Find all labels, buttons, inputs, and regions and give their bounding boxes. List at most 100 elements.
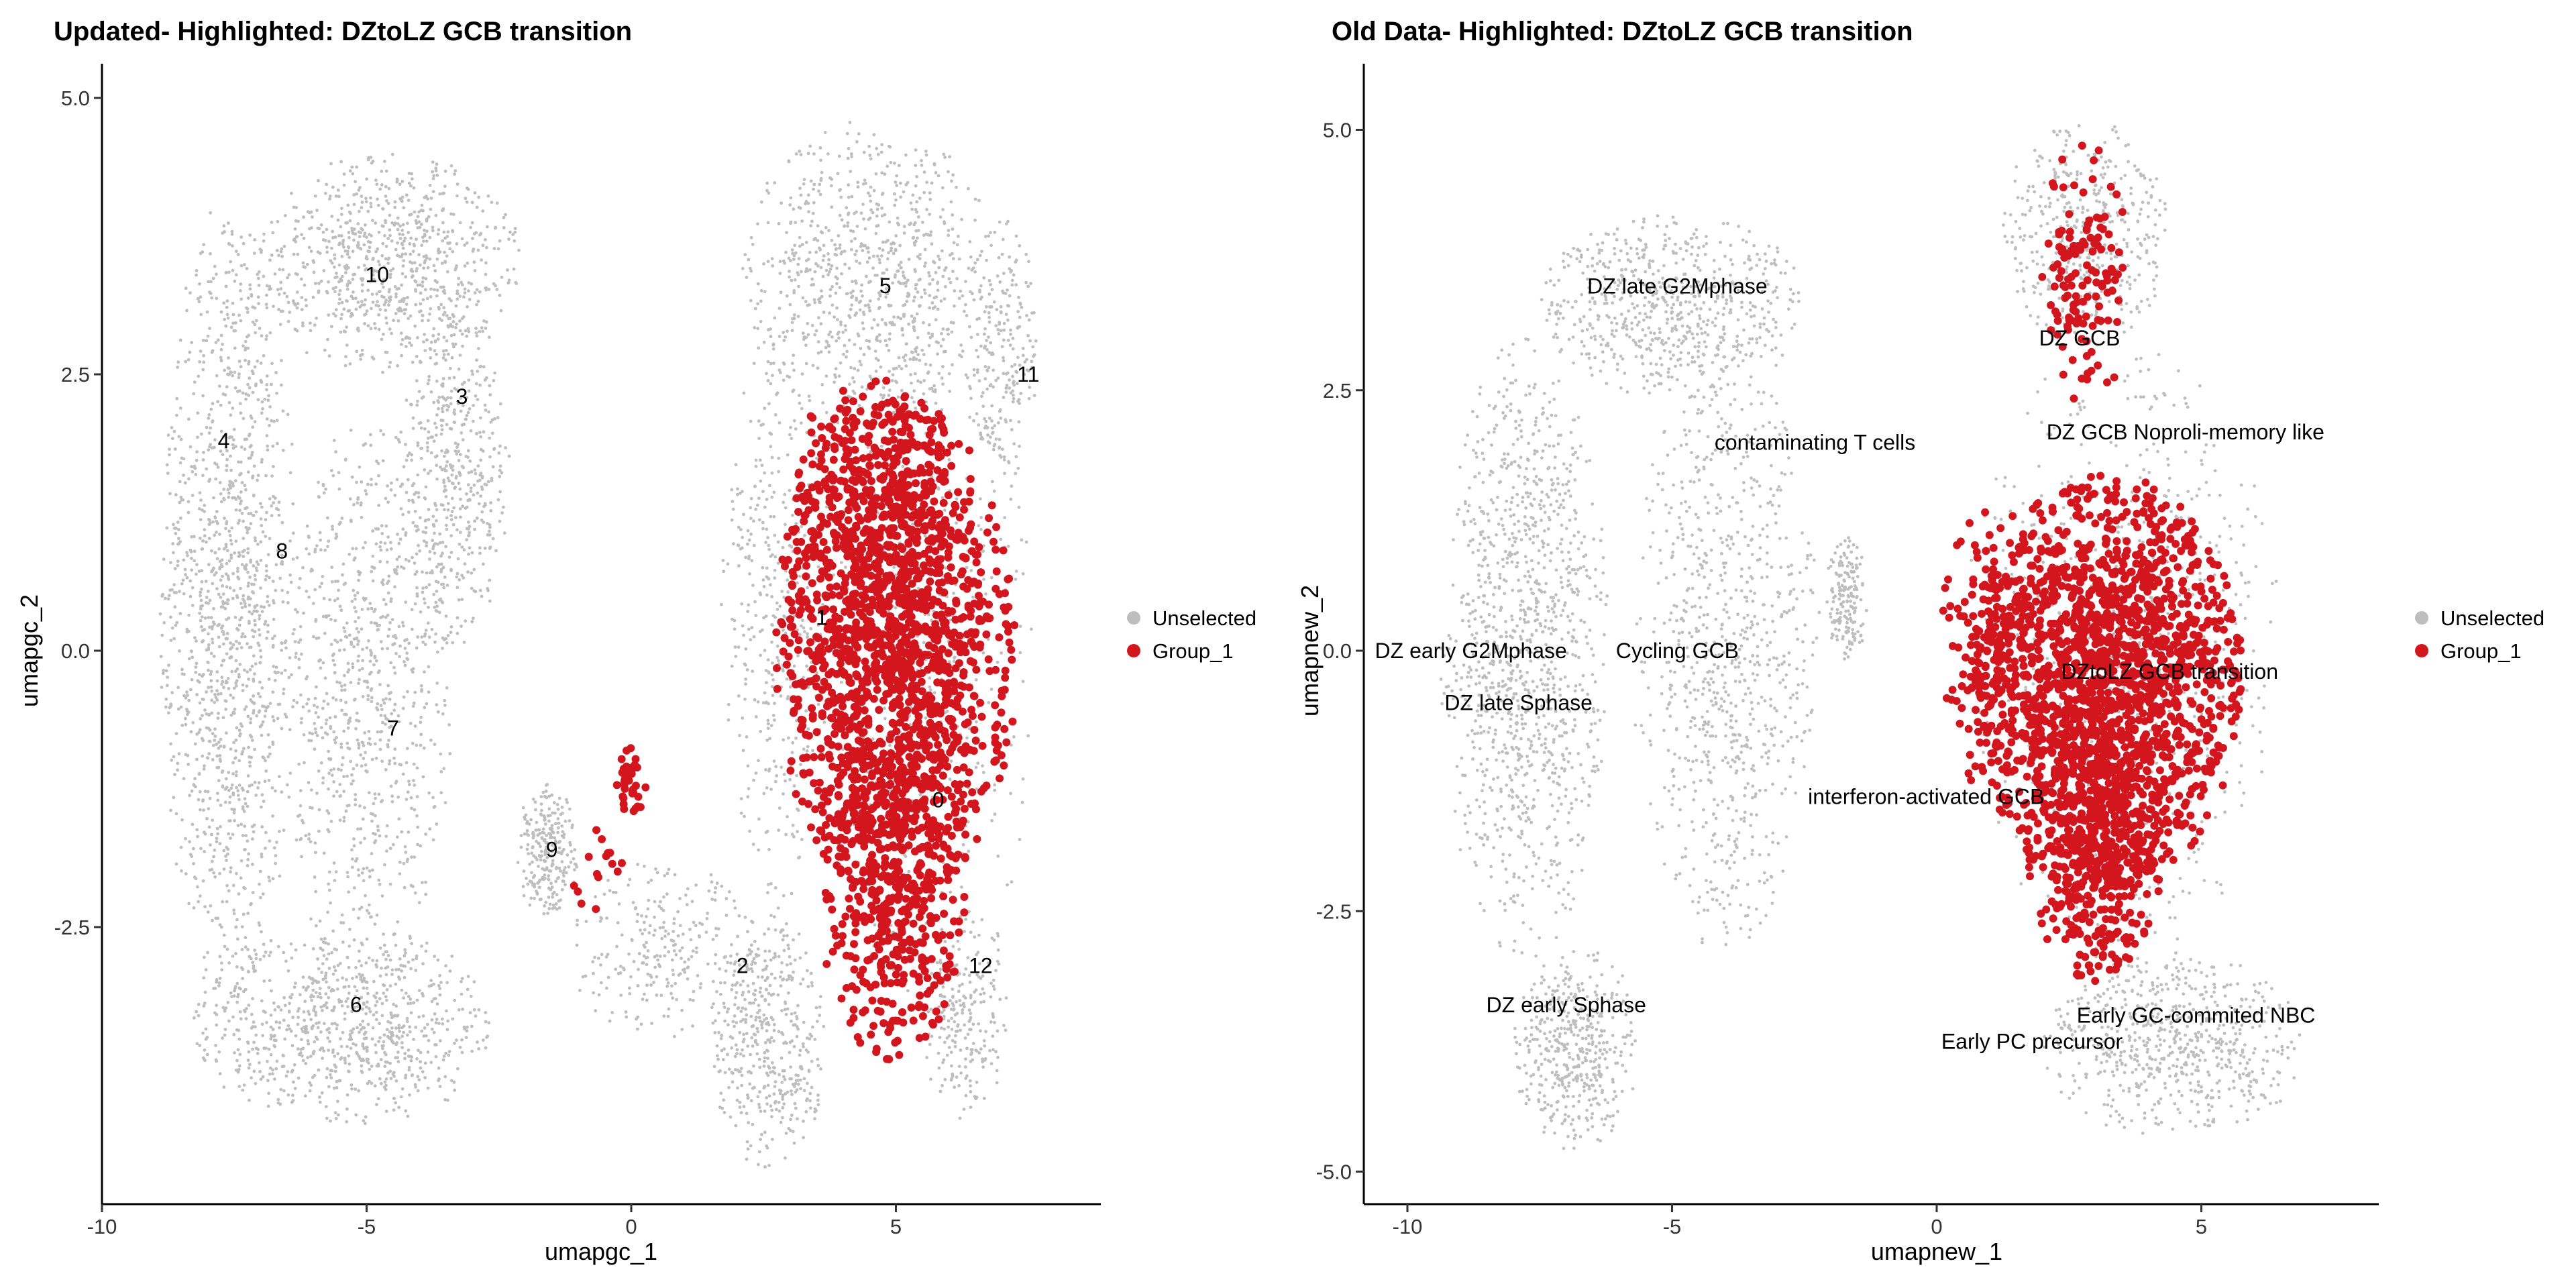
unselected-point bbox=[237, 551, 241, 555]
unselected-point bbox=[346, 875, 350, 879]
unselected-point bbox=[313, 696, 317, 700]
unselected-point bbox=[193, 777, 197, 781]
unselected-point bbox=[249, 414, 253, 418]
unselected-point bbox=[270, 989, 273, 993]
unselected-point bbox=[438, 532, 442, 536]
unselected-point bbox=[765, 1029, 769, 1032]
unselected-point bbox=[271, 690, 275, 694]
unselected-point bbox=[433, 955, 436, 959]
unselected-point bbox=[397, 1106, 401, 1110]
unselected-point bbox=[177, 528, 180, 531]
unselected-point bbox=[429, 307, 433, 311]
unselected-point bbox=[799, 1087, 802, 1091]
unselected-point bbox=[431, 229, 435, 233]
unselected-point bbox=[489, 509, 493, 513]
unselected-point bbox=[404, 336, 408, 340]
unselected-point bbox=[388, 233, 392, 237]
unselected-point bbox=[161, 592, 165, 596]
unselected-point bbox=[365, 1049, 369, 1053]
unselected-point bbox=[189, 594, 193, 598]
unselected-point bbox=[193, 549, 197, 553]
unselected-point bbox=[534, 828, 538, 832]
unselected-point bbox=[345, 978, 348, 981]
unselected-point bbox=[334, 1117, 338, 1120]
unselected-point bbox=[403, 663, 407, 667]
unselected-point bbox=[345, 712, 348, 716]
unselected-point bbox=[224, 527, 227, 531]
unselected-point bbox=[381, 582, 385, 586]
unselected-point bbox=[237, 1085, 241, 1088]
unselected-point bbox=[215, 754, 219, 758]
unselected-point bbox=[790, 1089, 793, 1093]
unselected-point bbox=[400, 1046, 404, 1049]
unselected-point bbox=[388, 1021, 392, 1025]
unselected-point bbox=[248, 376, 252, 380]
unselected-point bbox=[267, 875, 271, 879]
unselected-point bbox=[280, 641, 284, 645]
unselected-point bbox=[358, 972, 362, 976]
unselected-point bbox=[317, 282, 321, 285]
unselected-point bbox=[442, 353, 446, 357]
unselected-point bbox=[431, 225, 435, 229]
unselected-point bbox=[420, 945, 423, 948]
unselected-point bbox=[333, 253, 337, 257]
unselected-point bbox=[309, 788, 313, 792]
unselected-point bbox=[337, 588, 340, 592]
unselected-point bbox=[478, 329, 482, 333]
unselected-point bbox=[334, 532, 338, 536]
unselected-point bbox=[445, 254, 449, 258]
unselected-point bbox=[220, 682, 223, 686]
unselected-point bbox=[288, 1002, 291, 1006]
unselected-point bbox=[751, 969, 754, 973]
unselected-point bbox=[394, 295, 398, 299]
unselected-point bbox=[212, 496, 215, 500]
unselected-point bbox=[802, 1077, 806, 1081]
unselected-point bbox=[341, 562, 345, 566]
unselected-point bbox=[324, 614, 328, 618]
unselected-point bbox=[309, 1083, 313, 1087]
unselected-point bbox=[531, 836, 535, 840]
unselected-point bbox=[400, 969, 403, 973]
unselected-point bbox=[449, 534, 453, 537]
unselected-point bbox=[750, 1036, 754, 1040]
unselected-point bbox=[465, 241, 469, 245]
unselected-point bbox=[435, 609, 439, 613]
unselected-point bbox=[432, 592, 436, 596]
unselected-point bbox=[620, 933, 624, 937]
unselected-point bbox=[227, 576, 230, 580]
unselected-point bbox=[819, 1067, 822, 1071]
unselected-point bbox=[314, 619, 318, 623]
unselected-point bbox=[329, 1119, 332, 1123]
unselected-point bbox=[232, 994, 236, 998]
unselected-point bbox=[311, 981, 315, 985]
unselected-point bbox=[288, 1027, 292, 1031]
unselected-point bbox=[215, 571, 218, 575]
unselected-point bbox=[388, 1069, 392, 1073]
unselected-point bbox=[384, 602, 388, 606]
unselected-point bbox=[272, 494, 275, 498]
unselected-point bbox=[411, 270, 415, 273]
unselected-point bbox=[265, 284, 269, 288]
unselected-point bbox=[256, 542, 260, 546]
unselected-point bbox=[437, 407, 440, 411]
unselected-point bbox=[551, 892, 555, 896]
unselected-point bbox=[232, 741, 235, 745]
unselected-point bbox=[403, 1052, 407, 1055]
unselected-point bbox=[365, 1057, 369, 1061]
unselected-point bbox=[438, 1039, 442, 1042]
unselected-point bbox=[253, 672, 256, 676]
unselected-point bbox=[265, 1020, 268, 1024]
unselected-point bbox=[352, 645, 356, 649]
unselected-point bbox=[247, 1066, 251, 1070]
unselected-point bbox=[407, 1055, 411, 1058]
unselected-point bbox=[410, 1073, 414, 1077]
unselected-point bbox=[431, 838, 435, 842]
unselected-point bbox=[422, 255, 426, 258]
unselected-point bbox=[362, 986, 366, 990]
unselected-point bbox=[439, 752, 443, 756]
unselected-point bbox=[411, 360, 415, 364]
unselected-point bbox=[571, 823, 574, 827]
unselected-point bbox=[339, 160, 343, 164]
unselected-point bbox=[429, 347, 433, 352]
unselected-point bbox=[384, 615, 388, 619]
